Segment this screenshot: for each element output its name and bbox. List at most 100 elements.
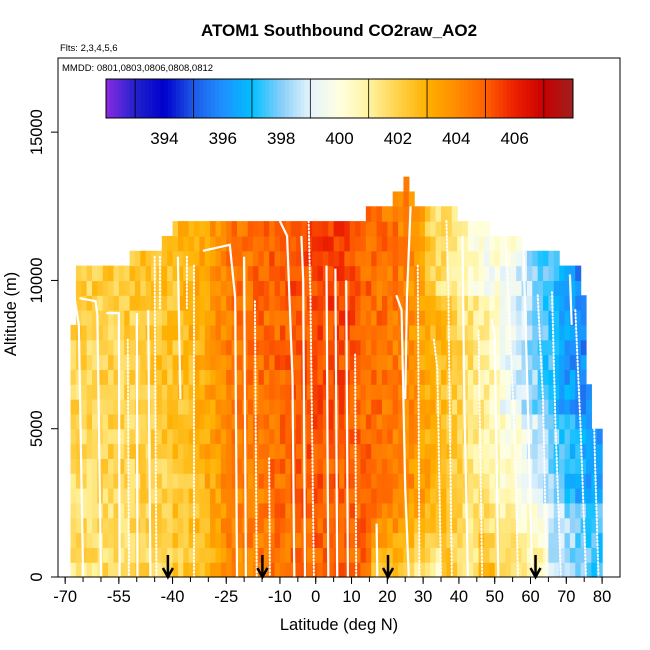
heatmap-cell	[306, 428, 313, 445]
flight-profile-trace	[126, 338, 130, 578]
heatmap-cell	[312, 295, 319, 311]
heatmap-cell	[585, 517, 592, 534]
heatmap-cell	[328, 310, 335, 326]
heatmap-cell	[322, 473, 329, 489]
heatmap-cell	[398, 517, 405, 534]
heatmap-cell	[403, 428, 410, 445]
heatmap-cell	[306, 339, 313, 356]
colorbar-swatch	[316, 79, 321, 118]
heatmap-cell	[505, 547, 512, 563]
heatmap-cell	[500, 488, 507, 504]
heatmap-cell	[510, 265, 517, 282]
heatmap-cell	[591, 532, 598, 548]
x-tick-label: 30	[414, 588, 432, 606]
colorbar-swatch	[109, 79, 115, 118]
heatmap-cell	[355, 532, 362, 548]
x-tick-label: 40	[450, 588, 468, 606]
heatmap-cell	[92, 547, 98, 563]
heatmap-cell	[355, 324, 362, 341]
heatmap-cell	[489, 473, 496, 489]
heatmap-cell	[226, 384, 233, 400]
colorbar-swatch	[281, 79, 286, 118]
heatmap-cell	[296, 488, 303, 504]
heatmap-cell	[392, 339, 399, 356]
heatmap-cell	[473, 369, 480, 385]
heatmap-cell	[526, 295, 533, 311]
heatmap-cell	[328, 413, 335, 430]
heatmap-cell	[258, 384, 265, 400]
heatmap-cell	[204, 443, 211, 459]
heatmap-cell	[253, 295, 260, 311]
heatmap-cell	[376, 399, 383, 415]
heatmap-cell	[140, 413, 147, 430]
heatmap-cell	[516, 488, 523, 504]
heatmap-cell	[328, 532, 335, 548]
heatmap-cell	[199, 280, 206, 296]
heatmap-cell	[564, 532, 571, 548]
heatmap-cell	[183, 399, 190, 415]
heatmap-cell	[381, 458, 388, 474]
heatmap-cell	[129, 324, 136, 341]
heatmap-cell	[279, 413, 286, 430]
heatmap-cell	[113, 354, 120, 370]
heatmap-cell	[75, 428, 82, 445]
heatmap-cell	[258, 488, 265, 504]
heatmap-cell	[210, 473, 217, 489]
heatmap-cell	[274, 443, 281, 459]
heatmap-cell	[247, 428, 254, 445]
heatmap-cell	[483, 428, 490, 445]
heatmap-cell	[543, 339, 550, 356]
heatmap-cell	[172, 310, 179, 326]
heatmap-cell	[328, 517, 335, 534]
heatmap-cell	[118, 413, 125, 430]
heatmap-cell	[317, 295, 324, 311]
heatmap-cell	[156, 562, 163, 578]
heatmap-cell	[424, 206, 431, 222]
heatmap-cell	[580, 354, 587, 370]
heatmap-cell	[161, 354, 168, 370]
heatmap-cell	[548, 399, 555, 415]
heatmap-cell	[526, 324, 533, 341]
heatmap-cell	[376, 517, 383, 534]
heatmap-cell	[172, 384, 179, 400]
heatmap-cell	[500, 250, 507, 267]
heatmap-cell	[236, 443, 243, 459]
heatmap-cell	[398, 191, 405, 207]
heatmap-cell	[231, 532, 238, 548]
heatmap-cell	[269, 502, 276, 519]
heatmap-cell	[285, 354, 292, 370]
flight-profile-trace	[461, 235, 469, 578]
heatmap-cell	[473, 517, 480, 534]
heatmap-cell	[226, 547, 233, 563]
heatmap-cell	[161, 399, 168, 415]
heatmap-cell	[365, 206, 372, 222]
heatmap-cell	[360, 428, 367, 445]
heatmap-cell	[113, 547, 120, 563]
heatmap-cell	[145, 532, 152, 548]
heatmap-cell	[269, 221, 276, 237]
heatmap-cell	[301, 221, 308, 237]
heatmap-cell	[591, 473, 598, 489]
heatmap-cell	[419, 413, 426, 430]
heatmap-cell	[559, 562, 566, 578]
flight-profile-trace	[416, 264, 421, 578]
heatmap-cell	[70, 399, 77, 415]
heatmap-cell	[569, 399, 576, 415]
heatmap-cell	[312, 265, 319, 282]
heatmap-cell	[92, 488, 98, 504]
heatmap-cell	[478, 339, 485, 356]
heatmap-cell	[355, 369, 362, 385]
heatmap-cell	[86, 354, 93, 370]
heatmap-cell	[537, 265, 544, 282]
heatmap-cell	[231, 502, 238, 519]
heatmap-cell	[360, 265, 367, 282]
heatmap-cell	[483, 250, 490, 267]
heatmap-cell	[210, 235, 217, 252]
heatmap-cell	[430, 206, 437, 222]
heatmap-cell	[220, 221, 227, 237]
heatmap-cell	[537, 547, 544, 563]
heatmap-cell	[505, 562, 512, 578]
colorbar-swatch	[129, 79, 134, 118]
heatmap-cell	[81, 310, 88, 326]
heatmap-cell	[296, 399, 303, 415]
